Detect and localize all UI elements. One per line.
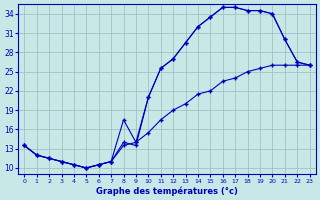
X-axis label: Graphe des températures (°c): Graphe des températures (°c) [96, 186, 238, 196]
